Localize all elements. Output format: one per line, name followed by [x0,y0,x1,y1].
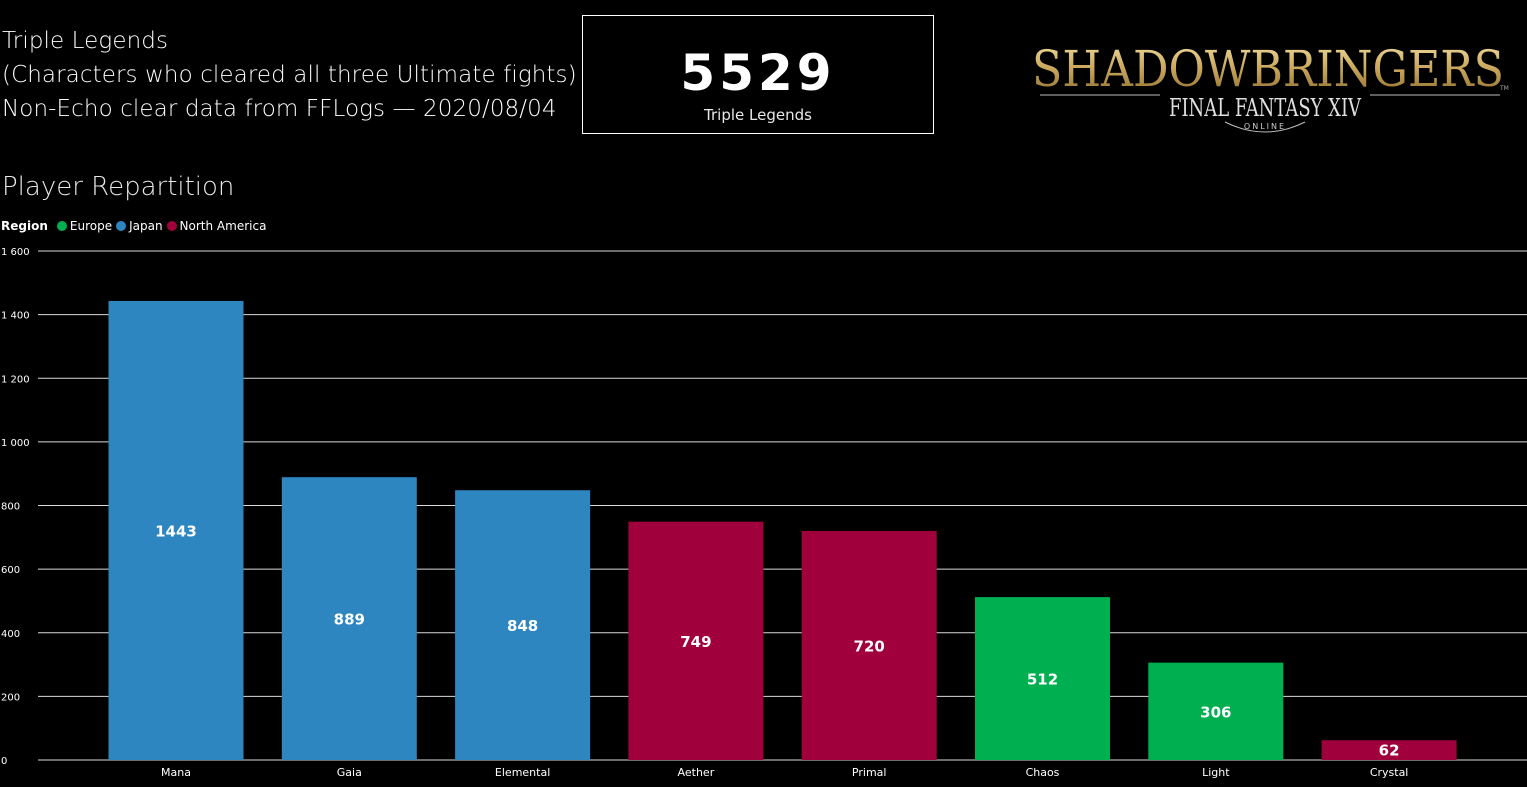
x-tick-label: Chaos [1026,766,1060,779]
data-label: 848 [507,617,538,635]
title-line-2: (Characters who cleared all three Ultima… [2,62,577,88]
bar [1148,662,1284,760]
legend-label-europe: Europe [69,219,113,233]
logo-small-text: ONLINE [1244,122,1286,131]
logo-arc [1224,121,1306,133]
x-tick-label: Light [1202,766,1230,779]
legend-title: Region [1,219,48,233]
data-label: 62 [1379,741,1400,759]
legend: Region Europe Japan North America [1,219,270,233]
x-tick-label: Crystal [1370,766,1409,779]
data-label: 512 [1027,671,1058,689]
bar [1321,740,1457,760]
logo-tm-text: TM [1499,85,1509,92]
bar [108,300,244,760]
x-tick-label: Aether [678,766,715,779]
legend-dot-north-america [166,221,177,231]
x-tick-label: Mana [161,766,191,779]
x-tick-label: Primal [852,766,887,779]
y-tick-label: 400 [1,629,20,640]
legend-dot-japan [116,221,127,231]
bar [975,597,1110,760]
legend-entry-europe[interactable]: Europe [56,219,113,233]
shadowbringers-logo: SHADOWBRINGERS TM FINAL FANTASY XIV ONLI… [1032,40,1509,133]
legend-label-north-america: North America [179,219,267,233]
kpi-label: Triple Legends [704,106,812,124]
kpi-card: 5529 Triple Legends [582,15,934,134]
bar [801,530,937,760]
y-tick-label: 1 600 [1,247,30,258]
legend-label-japan: Japan [129,219,163,233]
y-tick-label: 1 400 [1,311,30,322]
bar [455,490,591,760]
data-label: 749 [680,633,711,651]
legend-dot-europe [56,221,67,231]
bar [628,521,764,760]
x-tick-label: Gaia [337,766,362,779]
data-label: 306 [1200,703,1231,721]
data-label: 720 [854,637,885,655]
y-tick-label: 200 [1,692,20,703]
data-label: 1443 [155,522,197,540]
y-tick-label: 600 [1,565,20,576]
section-title: Player Repartition [2,172,235,202]
x-tick-label: Elemental [495,766,550,779]
chart-title-block: Triple Legends (Characters who cleared a… [2,24,577,126]
data-label: 889 [334,611,365,629]
legend-entry-japan[interactable]: Japan [116,219,163,233]
legend-entry-north-america[interactable]: North America [166,219,267,233]
logo-main-text: SHADOWBRINGERS [1032,40,1504,98]
logo-sub-text: FINAL FANTASY XIV [1169,94,1361,122]
title-line-3: Non-Echo clear data from FFLogs — 2020/0… [2,96,557,122]
title-line-1: Triple Legends [2,28,169,54]
y-tick-label: 1 000 [1,438,30,449]
kpi-value: 5529 [680,44,836,102]
y-tick-label: 800 [1,502,20,513]
y-tick-label: 1 200 [1,374,30,385]
y-tick-label: 0 [1,756,7,767]
bar [281,477,417,760]
